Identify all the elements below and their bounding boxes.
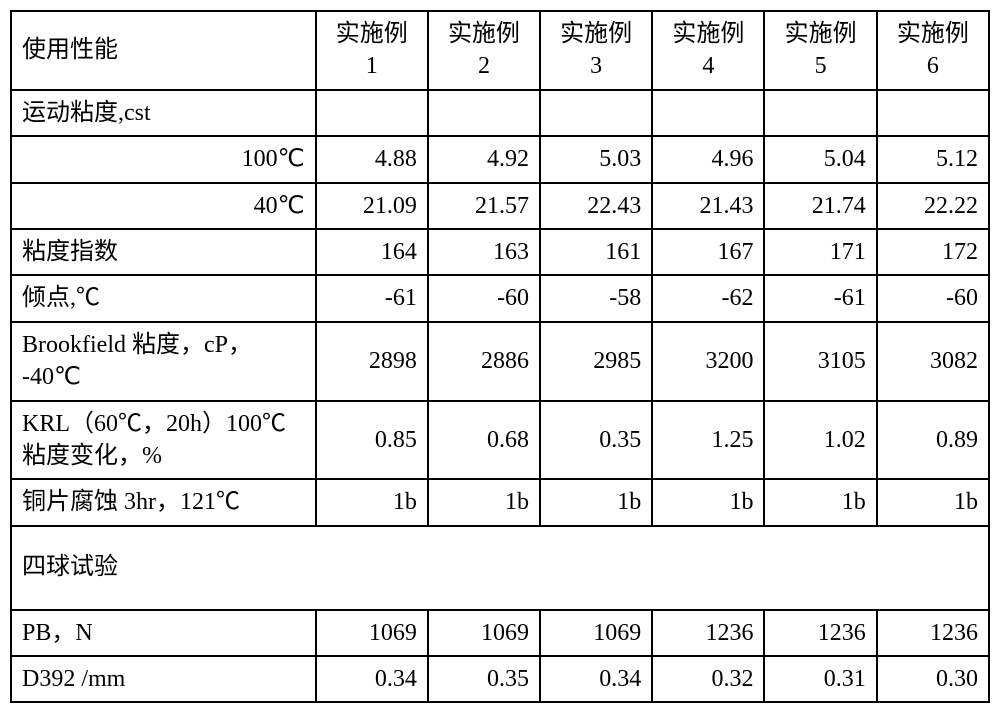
cell-r5-c4: 3105 (764, 322, 876, 401)
empty-cell (540, 90, 652, 136)
cell-r2-c3: 21.43 (652, 183, 764, 229)
cell-r5-c3: 3200 (652, 322, 764, 401)
table-row: PB，N106910691069123612361236 (11, 610, 989, 656)
row-label: 100℃ (11, 136, 316, 182)
header-col-6: 实施例6 (877, 11, 989, 90)
row-label: 40℃ (11, 183, 316, 229)
cell-r3-c3: 167 (652, 229, 764, 275)
empty-cell (877, 90, 989, 136)
cell-r5-c2: 2985 (540, 322, 652, 401)
cell-r9-c3: 1236 (652, 610, 764, 656)
cell-r10-c2: 0.34 (540, 656, 652, 702)
table-row: Brookfield 粘度，cP，-40℃2898288629853200310… (11, 322, 989, 401)
cell-r7-c5: 1b (877, 479, 989, 525)
table-header-row: 使用性能实施例1实施例2实施例3实施例4实施例5实施例6 (11, 11, 989, 90)
cell-r2-c0: 21.09 (316, 183, 428, 229)
cell-r2-c2: 22.43 (540, 183, 652, 229)
row-label: PB，N (11, 610, 316, 656)
row-label: 铜片腐蚀 3hr，121℃ (11, 479, 316, 525)
header-col-1: 实施例1 (316, 11, 428, 90)
table-row: 铜片腐蚀 3hr，121℃1b1b1b1b1b1b (11, 479, 989, 525)
cell-r4-c3: -62 (652, 275, 764, 321)
cell-r7-c1: 1b (428, 479, 540, 525)
cell-r4-c4: -61 (764, 275, 876, 321)
cell-r9-c4: 1236 (764, 610, 876, 656)
cell-r10-c1: 0.35 (428, 656, 540, 702)
cell-r3-c5: 172 (877, 229, 989, 275)
cell-r3-c0: 164 (316, 229, 428, 275)
cell-r6-c4: 1.02 (764, 401, 876, 480)
data-table-container: 使用性能实施例1实施例2实施例3实施例4实施例5实施例6运动粘度,cst 100… (10, 10, 990, 703)
data-table: 使用性能实施例1实施例2实施例3实施例4实施例5实施例6运动粘度,cst 100… (10, 10, 990, 703)
cell-r6-c0: 0.85 (316, 401, 428, 480)
cell-r7-c2: 1b (540, 479, 652, 525)
cell-r10-c4: 0.31 (764, 656, 876, 702)
cell-r4-c2: -58 (540, 275, 652, 321)
cell-r7-c0: 1b (316, 479, 428, 525)
cell-r7-c4: 1b (764, 479, 876, 525)
cell-r3-c2: 161 (540, 229, 652, 275)
header-property: 使用性能 (11, 11, 316, 90)
table-row: 粘度指数164163161167171172 (11, 229, 989, 275)
row-label: 倾点,℃ (11, 275, 316, 321)
section-label: 运动粘度,cst (11, 90, 316, 136)
cell-r1-c5: 5.12 (877, 136, 989, 182)
cell-r6-c2: 0.35 (540, 401, 652, 480)
table-row: 倾点,℃-61-60-58-62-61-60 (11, 275, 989, 321)
table-row: D392 /mm0.340.350.340.320.310.30 (11, 656, 989, 702)
cell-r3-c4: 171 (764, 229, 876, 275)
cell-r10-c0: 0.34 (316, 656, 428, 702)
row-label: Brookfield 粘度，cP，-40℃ (11, 322, 316, 401)
cell-r1-c3: 4.96 (652, 136, 764, 182)
row-label: KRL（60℃，20h）100℃粘度变化，% (11, 401, 316, 480)
cell-r1-c0: 4.88 (316, 136, 428, 182)
cell-r9-c5: 1236 (877, 610, 989, 656)
table-body: 使用性能实施例1实施例2实施例3实施例4实施例5实施例6运动粘度,cst 100… (11, 11, 989, 702)
section-label: 四球试验 (11, 526, 989, 610)
cell-r2-c1: 21.57 (428, 183, 540, 229)
cell-r5-c1: 2886 (428, 322, 540, 401)
row-label: D392 /mm (11, 656, 316, 702)
cell-r6-c1: 0.68 (428, 401, 540, 480)
cell-r2-c4: 21.74 (764, 183, 876, 229)
empty-cell (316, 90, 428, 136)
cell-r1-c1: 4.92 (428, 136, 540, 182)
cell-r4-c0: -61 (316, 275, 428, 321)
empty-cell (652, 90, 764, 136)
table-row: 四球试验 (11, 526, 989, 610)
cell-r6-c3: 1.25 (652, 401, 764, 480)
cell-r9-c2: 1069 (540, 610, 652, 656)
empty-cell (428, 90, 540, 136)
header-col-4: 实施例4 (652, 11, 764, 90)
table-row: 运动粘度,cst (11, 90, 989, 136)
cell-r9-c0: 1069 (316, 610, 428, 656)
cell-r7-c3: 1b (652, 479, 764, 525)
cell-r4-c1: -60 (428, 275, 540, 321)
cell-r4-c5: -60 (877, 275, 989, 321)
cell-r9-c1: 1069 (428, 610, 540, 656)
table-row: 40℃21.0921.5722.4321.4321.7422.22 (11, 183, 989, 229)
table-row: KRL（60℃，20h）100℃粘度变化，%0.850.680.351.251.… (11, 401, 989, 480)
table-row: 100℃4.884.925.034.965.045.12 (11, 136, 989, 182)
header-col-2: 实施例2 (428, 11, 540, 90)
cell-r3-c1: 163 (428, 229, 540, 275)
cell-r1-c4: 5.04 (764, 136, 876, 182)
cell-r1-c2: 5.03 (540, 136, 652, 182)
empty-cell (764, 90, 876, 136)
row-label: 粘度指数 (11, 229, 316, 275)
cell-r10-c3: 0.32 (652, 656, 764, 702)
header-col-3: 实施例3 (540, 11, 652, 90)
cell-r6-c5: 0.89 (877, 401, 989, 480)
cell-r10-c5: 0.30 (877, 656, 989, 702)
header-col-5: 实施例5 (764, 11, 876, 90)
cell-r2-c5: 22.22 (877, 183, 989, 229)
cell-r5-c5: 3082 (877, 322, 989, 401)
cell-r5-c0: 2898 (316, 322, 428, 401)
